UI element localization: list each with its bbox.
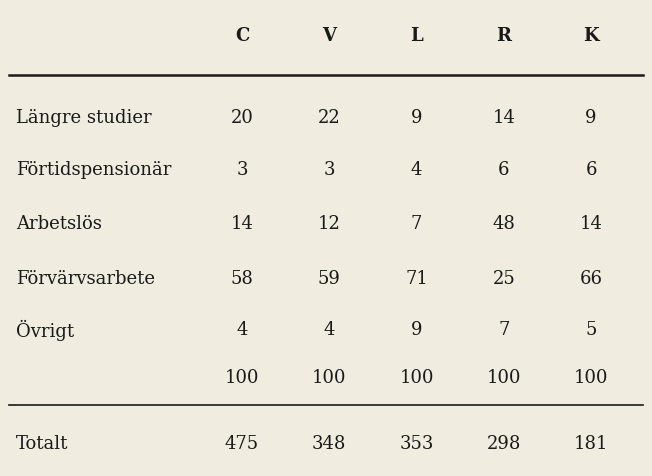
Text: Arbetslös: Arbetslös	[16, 215, 102, 233]
Text: Förtidspensionär: Förtidspensionär	[16, 161, 171, 179]
Text: 4: 4	[323, 321, 335, 339]
Text: 6: 6	[585, 161, 597, 179]
Text: 3: 3	[236, 161, 248, 179]
Text: 71: 71	[405, 269, 428, 287]
Text: 6: 6	[498, 161, 509, 179]
Text: Längre studier: Längre studier	[16, 109, 151, 127]
Text: 7: 7	[498, 321, 509, 339]
Text: 100: 100	[399, 368, 434, 386]
Text: 4: 4	[236, 321, 248, 339]
Text: K: K	[584, 27, 599, 45]
Text: 353: 353	[399, 434, 434, 452]
Text: 475: 475	[225, 434, 259, 452]
Text: Totalt: Totalt	[16, 434, 68, 452]
Text: 59: 59	[318, 269, 340, 287]
Text: 66: 66	[580, 269, 602, 287]
Text: 181: 181	[574, 434, 608, 452]
Text: 100: 100	[574, 368, 608, 386]
Text: 298: 298	[486, 434, 521, 452]
Text: 14: 14	[492, 109, 515, 127]
Text: 100: 100	[225, 368, 259, 386]
Text: 100: 100	[312, 368, 346, 386]
Text: 25: 25	[492, 269, 515, 287]
Text: 20: 20	[231, 109, 254, 127]
Text: 48: 48	[492, 215, 515, 233]
Text: 4: 4	[411, 161, 422, 179]
Text: Övrigt: Övrigt	[16, 319, 74, 340]
Text: 9: 9	[411, 109, 422, 127]
Text: C: C	[235, 27, 249, 45]
Text: 7: 7	[411, 215, 422, 233]
Text: L: L	[410, 27, 423, 45]
Text: 9: 9	[585, 109, 597, 127]
Text: 58: 58	[231, 269, 254, 287]
Text: 22: 22	[318, 109, 340, 127]
Text: 14: 14	[231, 215, 254, 233]
Text: 3: 3	[323, 161, 335, 179]
Text: 14: 14	[580, 215, 602, 233]
Text: 100: 100	[486, 368, 521, 386]
Text: 12: 12	[318, 215, 340, 233]
Text: V: V	[322, 27, 336, 45]
Text: R: R	[496, 27, 511, 45]
Text: 5: 5	[585, 321, 597, 339]
Text: Förvärvsarbete: Förvärvsarbete	[16, 269, 155, 287]
Text: 348: 348	[312, 434, 346, 452]
Text: 9: 9	[411, 321, 422, 339]
